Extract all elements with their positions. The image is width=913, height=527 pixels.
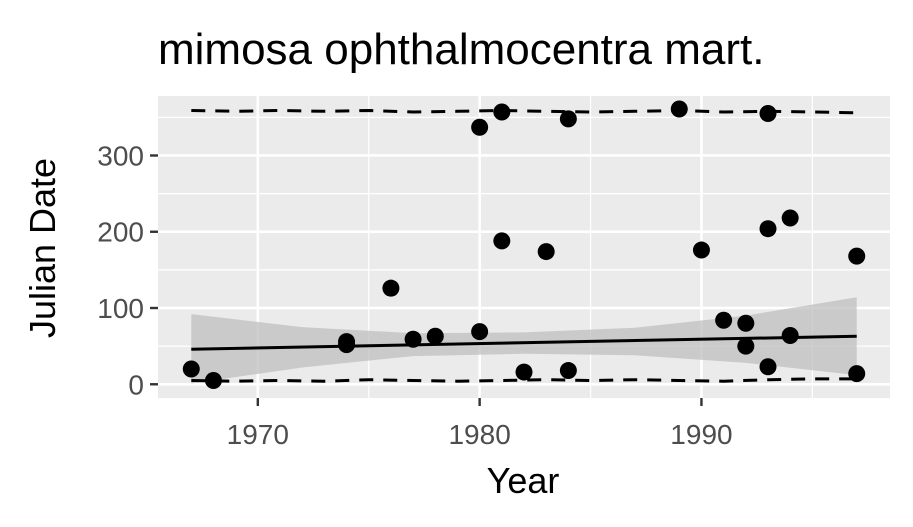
data-point	[338, 333, 356, 351]
data-point	[715, 311, 733, 329]
data-point	[426, 327, 444, 345]
data-point	[737, 337, 755, 355]
data-point	[404, 330, 422, 348]
data-point	[471, 323, 489, 341]
data-point	[781, 209, 799, 227]
data-point	[759, 105, 777, 123]
y-axis-title: Julian Date	[22, 158, 63, 338]
y-tick-label: 100	[97, 293, 144, 324]
data-point	[559, 362, 577, 380]
data-point	[848, 365, 866, 383]
data-point	[204, 371, 222, 389]
data-point	[493, 103, 511, 121]
plot-panel	[158, 96, 890, 398]
data-point	[781, 326, 799, 344]
data-point	[670, 100, 688, 118]
y-tick-label: 0	[128, 369, 144, 400]
data-point	[559, 110, 577, 128]
axes: 1970 1980 1990 0 100 200 300	[97, 140, 732, 450]
data-point	[182, 360, 200, 378]
data-point	[493, 232, 511, 250]
data-point	[759, 220, 777, 238]
x-tick-label: 1980	[448, 419, 510, 450]
data-point	[692, 241, 710, 259]
data-point	[537, 243, 555, 261]
confidence-band	[191, 297, 857, 384]
data-point	[848, 247, 866, 265]
data-point	[471, 118, 489, 136]
upper-quantile-line	[191, 108, 857, 115]
x-tick-label: 1970	[227, 419, 289, 450]
y-tick-label: 300	[97, 140, 144, 171]
y-tick-label: 200	[97, 217, 144, 248]
data-point	[759, 358, 777, 376]
lower-quantile-line	[191, 377, 857, 383]
x-axis-title: Year	[487, 460, 560, 501]
data-point	[515, 363, 533, 381]
data-point	[737, 314, 755, 332]
chart-title: mimosa ophthalmocentra mart.	[158, 25, 764, 74]
x-tick-label: 1990	[670, 419, 732, 450]
data-point	[382, 279, 400, 297]
